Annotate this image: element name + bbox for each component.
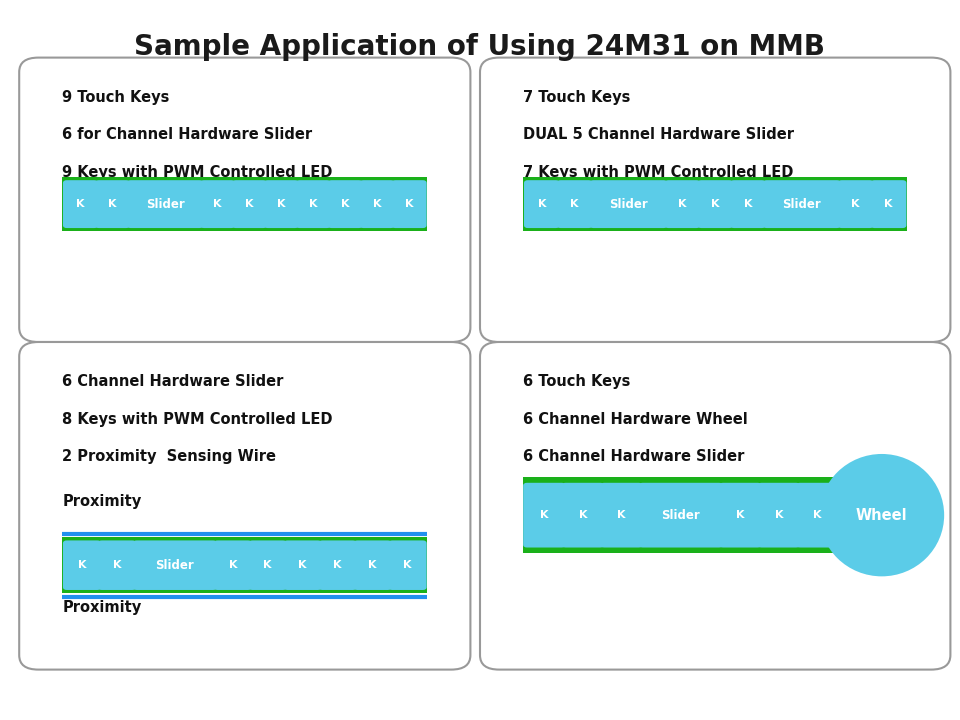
Text: K: K [372, 199, 381, 209]
FancyBboxPatch shape [557, 180, 592, 228]
Text: K: K [245, 199, 253, 209]
Text: 2 Proximity  Sensing Wire: 2 Proximity Sensing Wire [62, 449, 276, 464]
Text: K: K [76, 199, 84, 209]
Text: K: K [617, 510, 626, 520]
Text: K: K [540, 510, 548, 520]
FancyBboxPatch shape [523, 483, 565, 547]
FancyBboxPatch shape [392, 180, 426, 228]
FancyBboxPatch shape [132, 541, 217, 590]
FancyBboxPatch shape [283, 541, 322, 590]
FancyBboxPatch shape [524, 180, 560, 228]
Text: K: K [678, 199, 686, 209]
FancyBboxPatch shape [389, 541, 426, 590]
FancyBboxPatch shape [638, 483, 723, 547]
Text: K: K [213, 199, 222, 209]
FancyBboxPatch shape [562, 483, 604, 547]
Text: K: K [228, 560, 237, 570]
FancyBboxPatch shape [838, 180, 874, 228]
FancyBboxPatch shape [719, 483, 761, 547]
FancyBboxPatch shape [319, 541, 357, 590]
Text: 6 Channel Hardware Wheel: 6 Channel Hardware Wheel [523, 412, 748, 427]
Text: K: K [775, 510, 783, 520]
Text: Slider: Slider [661, 508, 700, 522]
FancyBboxPatch shape [523, 477, 839, 553]
FancyBboxPatch shape [697, 180, 733, 228]
FancyBboxPatch shape [757, 483, 800, 547]
Text: K: K [112, 560, 121, 570]
Text: K: K [813, 510, 822, 520]
Text: K: K [405, 199, 414, 209]
FancyBboxPatch shape [296, 180, 331, 228]
Text: K: K [736, 510, 745, 520]
Text: K: K [538, 199, 546, 209]
Text: K: K [570, 199, 579, 209]
Text: 7 Keys with PWM Controlled LED: 7 Keys with PWM Controlled LED [523, 165, 794, 180]
FancyBboxPatch shape [871, 180, 906, 228]
FancyBboxPatch shape [327, 180, 363, 228]
Text: K: K [108, 199, 117, 209]
Text: K: K [263, 560, 272, 570]
FancyBboxPatch shape [19, 58, 470, 342]
FancyBboxPatch shape [214, 541, 252, 590]
Text: K: K [884, 199, 893, 209]
FancyBboxPatch shape [523, 177, 907, 231]
FancyBboxPatch shape [353, 541, 392, 590]
FancyBboxPatch shape [127, 180, 204, 228]
Text: Proximity: Proximity [62, 600, 142, 616]
Text: K: K [277, 199, 286, 209]
FancyBboxPatch shape [600, 483, 642, 547]
FancyBboxPatch shape [249, 541, 287, 590]
FancyBboxPatch shape [480, 58, 950, 342]
Text: Slider: Slider [782, 197, 821, 211]
Text: 7 Touch Keys: 7 Touch Keys [523, 90, 631, 105]
Text: 6 Channel Hardware Slider: 6 Channel Hardware Slider [62, 374, 284, 390]
Ellipse shape [820, 454, 945, 576]
Text: 6 for Channel Hardware Slider: 6 for Channel Hardware Slider [62, 127, 313, 143]
Text: K: K [333, 560, 342, 570]
Text: K: K [369, 560, 377, 570]
FancyBboxPatch shape [360, 180, 395, 228]
FancyBboxPatch shape [19, 342, 470, 670]
Text: K: K [579, 510, 588, 520]
Text: K: K [309, 199, 318, 209]
Text: Wheel: Wheel [856, 508, 907, 523]
Text: 6 Keys with PWM Controlled LED: 6 Keys with PWM Controlled LED [523, 487, 794, 502]
Text: Proximity: Proximity [62, 494, 142, 509]
FancyBboxPatch shape [62, 177, 427, 231]
Text: Sample Application of Using 24M31 on MMB: Sample Application of Using 24M31 on MMB [134, 33, 826, 60]
FancyBboxPatch shape [796, 483, 839, 547]
FancyBboxPatch shape [62, 537, 427, 593]
Text: 9 Touch Keys: 9 Touch Keys [62, 90, 170, 105]
Text: K: K [78, 560, 86, 570]
Text: DUAL 5 Channel Hardware Slider: DUAL 5 Channel Hardware Slider [523, 127, 794, 143]
FancyBboxPatch shape [264, 180, 299, 228]
Text: 6 Touch Keys: 6 Touch Keys [523, 374, 631, 390]
Text: 8 Keys with PWM Controlled LED: 8 Keys with PWM Controlled LED [62, 412, 333, 427]
Text: Slider: Slider [610, 197, 648, 211]
Text: Slider: Slider [156, 559, 194, 572]
FancyBboxPatch shape [763, 180, 841, 228]
FancyBboxPatch shape [63, 541, 101, 590]
FancyBboxPatch shape [730, 180, 766, 228]
FancyBboxPatch shape [95, 180, 130, 228]
FancyBboxPatch shape [232, 180, 267, 228]
Text: K: K [299, 560, 307, 570]
Text: Slider: Slider [146, 197, 184, 211]
Text: K: K [711, 199, 719, 209]
Text: 9 Keys with PWM Controlled LED: 9 Keys with PWM Controlled LED [62, 165, 333, 180]
FancyBboxPatch shape [480, 342, 950, 670]
Text: K: K [403, 560, 412, 570]
FancyBboxPatch shape [98, 541, 136, 590]
Text: K: K [852, 199, 860, 209]
FancyBboxPatch shape [200, 180, 235, 228]
Text: 6 Channel Hardware Slider: 6 Channel Hardware Slider [523, 449, 745, 464]
Text: K: K [341, 199, 349, 209]
FancyBboxPatch shape [63, 180, 98, 228]
FancyBboxPatch shape [664, 180, 701, 228]
Text: K: K [744, 199, 753, 209]
FancyBboxPatch shape [589, 180, 667, 228]
